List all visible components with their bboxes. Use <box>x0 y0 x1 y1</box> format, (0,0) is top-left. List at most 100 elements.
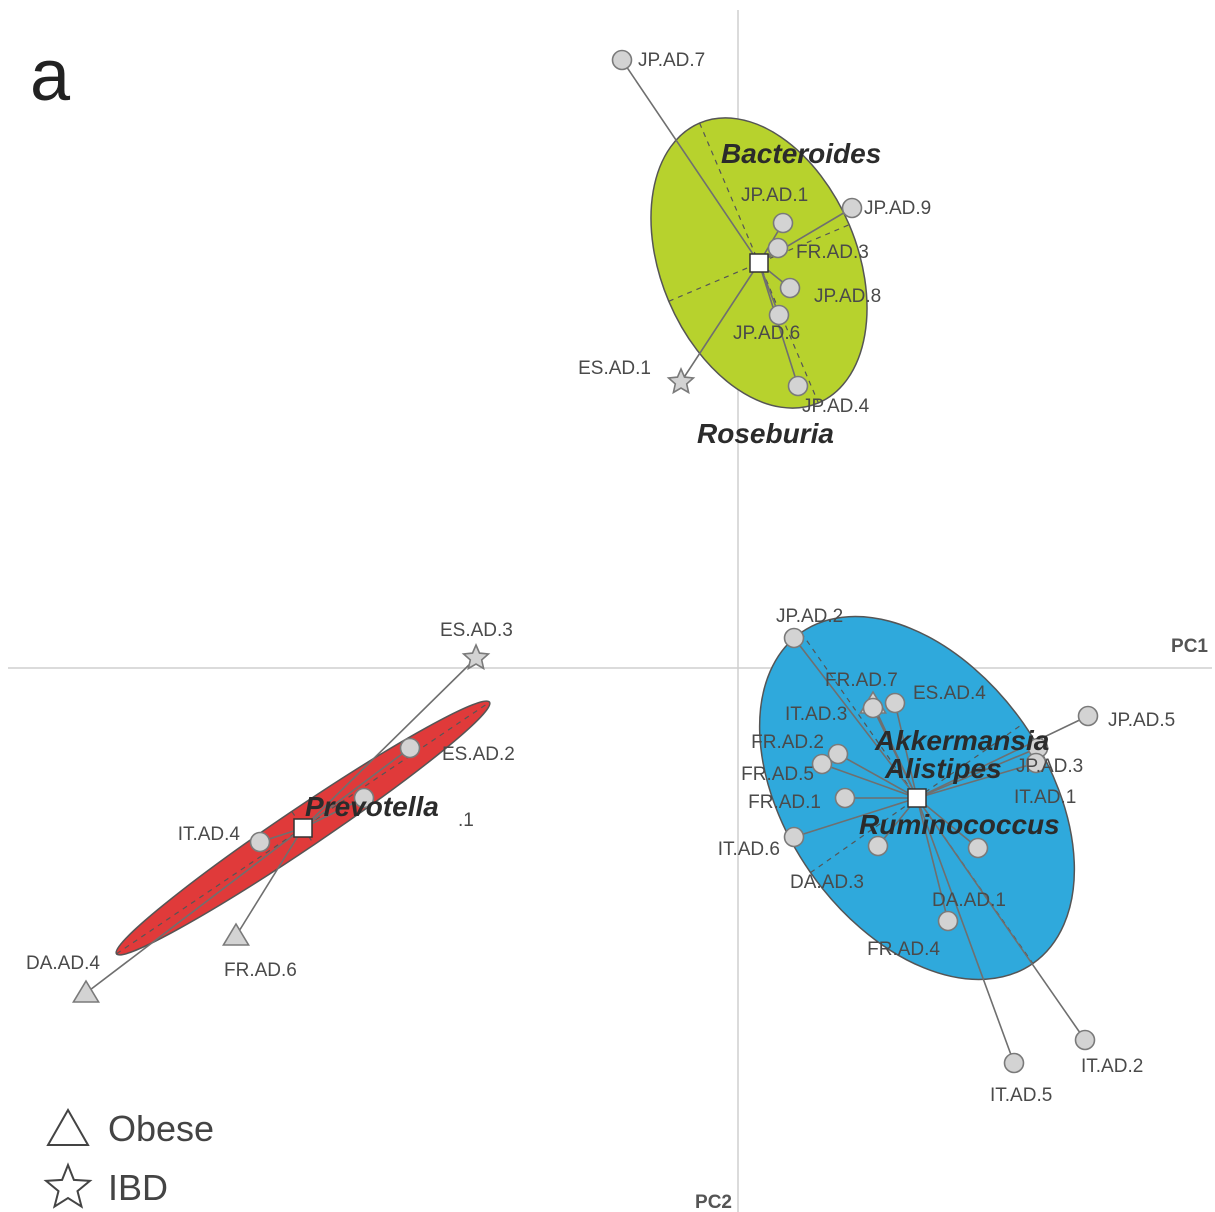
axes-layer: PC1 PC2 <box>8 10 1212 1212</box>
sample-point-it-ad-3 <box>862 697 884 719</box>
sample-point-fr-ad-2 <box>827 743 849 765</box>
spoke-da-ad-4 <box>85 827 304 994</box>
clusters-layer: ES.AD.3 ES.AD.2 .1 IT.AD.4 FR.AD.6 DA.AD.4 Pre… <box>26 49 1176 1106</box>
sample-point-es-ad-1 <box>666 366 696 395</box>
sample-label-fr-ad-4: FR.AD.4 <box>867 939 940 960</box>
sample-point-it-ad-5 <box>1003 1052 1025 1074</box>
sample-label-it-ad-3: IT.AD.3 <box>785 704 847 725</box>
sample-label-fr-ad-2: FR.AD.2 <box>751 732 824 753</box>
sample-label-jp-ad-5: JP.AD.5 <box>1108 710 1175 731</box>
genus-label-ruminococcus: Ruminococcus <box>859 809 1060 840</box>
sample-point-da-ad-4 <box>71 979 101 1003</box>
cluster-bacteroides: JP.AD.7 JP.AD.1 JP.AD.9 FR.AD.3 JP.AD.8 JP.AD… <box>578 49 931 449</box>
sample-label-fr-ad-1: FR.AD.1 <box>748 792 821 813</box>
triangle-icon <box>46 1107 90 1146</box>
legend-label-obese: Obese <box>108 1108 214 1149</box>
sample-point-es-ad-4 <box>884 692 906 714</box>
pc1-axis-title: PC1 <box>1171 636 1208 657</box>
spoke-es-ad-2 <box>302 747 411 829</box>
genus-label-akkermansia: Akkermansia <box>874 725 1049 756</box>
genus-label-alistipes: Alistipes <box>884 753 1002 784</box>
sample-label-es-ad-1: ES.AD.1 <box>578 358 651 379</box>
cluster-centroid <box>749 253 769 273</box>
pc2-axis-title: PC2 <box>695 1192 732 1212</box>
sample-point-it-ad-1 <box>1025 752 1047 774</box>
sample-point-fr-ad-5 <box>811 753 833 775</box>
spoke-da-ad-1 <box>916 797 979 849</box>
cluster-prevotella: ES.AD.3 ES.AD.2 .1 IT.AD.4 FR.AD.6 DA.AD.4 Pre… <box>26 620 515 1003</box>
sample-label-fr-ad-5: FR.AD.5 <box>741 764 814 785</box>
ellipse-major-axis <box>668 224 850 302</box>
spoke-jp-ad-5 <box>916 715 1089 799</box>
spoke-fr-ad-5 <box>821 763 918 799</box>
cluster-centroid <box>293 818 313 838</box>
sample-label-jp-ad-2: JP.AD.2 <box>776 606 843 627</box>
sample-point-fr-ad-1 <box>834 787 856 809</box>
sample-label-jp-ad-4: JP.AD.4 <box>802 396 870 417</box>
spoke-jp-ad-2 <box>793 637 918 799</box>
sample-point-da-ad-3 <box>867 835 889 857</box>
sample-label-da-ad-1: DA.AD.1 <box>932 890 1006 911</box>
sample-label-jp-ad-8: JP.AD.8 <box>814 286 881 307</box>
sample-point-it-ad-4 <box>249 831 271 853</box>
spoke-it-ad-5 <box>916 797 1015 1064</box>
spoke-es-ad-4 <box>894 702 918 799</box>
sample-point-jp-ad-2 <box>783 627 805 649</box>
sample-point-fr-ad-4 <box>937 910 959 932</box>
cluster-centroid <box>907 788 927 808</box>
sample-label-es-ad-2: ES.AD.2 <box>442 744 515 765</box>
sample-label-it-ad-6: IT.AD.6 <box>718 839 780 860</box>
sample-label-da-ad-3: DA.AD.3 <box>790 872 864 893</box>
sample-label-it-ad-4: IT.AD.4 <box>178 824 241 845</box>
sample-point-jp-ad-5 <box>1077 705 1099 727</box>
sample-label-jp-ad-7: JP.AD.7 <box>638 50 705 71</box>
spoke-jp-ad-3 <box>916 747 1039 799</box>
spoke-jp-ad-7 <box>621 59 760 264</box>
sample-label-fr-ad-3: FR.AD.3 <box>796 242 869 263</box>
genus-label-prevotella: Prevotella <box>305 791 439 822</box>
sample-point-es-ad-3 <box>461 642 491 671</box>
legend: Obese IBD <box>43 1107 214 1209</box>
genus-label-bacteroides: Bacteroides <box>721 138 881 169</box>
genus-label-roseburia: Roseburia <box>697 418 834 449</box>
sample-point-fr-ad-6 <box>221 922 251 946</box>
sample-label-it-ad-5: IT.AD.5 <box>990 1085 1052 1106</box>
sample-point-jp-ad-1 <box>772 212 794 234</box>
sample-point-it-ad-6 <box>783 826 805 848</box>
sample-label-jp-ad-9: JP.AD.9 <box>864 198 931 219</box>
sample-label-da-ad-4: DA.AD.4 <box>26 953 100 974</box>
sample-label-fr-ad-7: FR.AD.7 <box>825 670 898 691</box>
sample-point-jp-ad-8 <box>779 277 801 299</box>
spoke-1 <box>302 797 365 829</box>
spoke-fr-ad-6 <box>235 827 304 937</box>
sample-point-it-ad-2 <box>1074 1029 1096 1051</box>
spoke-it-ad-2 <box>916 797 1086 1041</box>
sample-point-jp-ad-7 <box>611 49 633 71</box>
sample-point-da-ad-1 <box>967 837 989 859</box>
spoke-es-ad-3 <box>302 657 477 829</box>
star-icon <box>43 1162 93 1209</box>
spoke-it-ad-1 <box>916 762 1037 799</box>
spoke-it-ad-3 <box>872 707 918 799</box>
spoke-fr-ad-4 <box>916 797 949 922</box>
sample-label-it-ad-2: IT.AD.2 <box>1081 1056 1143 1077</box>
panel-letter: a <box>30 36 71 116</box>
sample-label-es-ad-3: ES.AD.3 <box>440 620 513 641</box>
cluster-akkermansia: JP.AD.2 FR.AD.7 ES.AD.4 IT.AD.3 JP.AD.5 JP.AD… <box>718 606 1176 1106</box>
sample-label-jp-ad-1: JP.AD.1 <box>741 185 808 206</box>
spoke-fr-ad-2 <box>837 753 918 799</box>
sample-label-jp-ad-3: JP.AD.3 <box>1016 756 1083 777</box>
sample-label-jp-ad-6: JP.AD.6 <box>733 323 800 344</box>
sample-point-jp-ad-6 <box>768 304 790 326</box>
sample-point-1 <box>353 787 375 809</box>
sample-label-es-ad-4: ES.AD.4 <box>913 683 986 704</box>
sample-point-es-ad-2 <box>399 737 421 759</box>
sample-label-fr-ad-6: FR.AD.6 <box>224 960 297 981</box>
sample-label-1: .1 <box>458 810 474 831</box>
spoke-it-ad-6 <box>793 797 918 838</box>
sample-point-fr-ad-3 <box>767 237 789 259</box>
legend-label-ibd: IBD <box>108 1167 168 1208</box>
sample-point-jp-ad-9 <box>841 197 863 219</box>
